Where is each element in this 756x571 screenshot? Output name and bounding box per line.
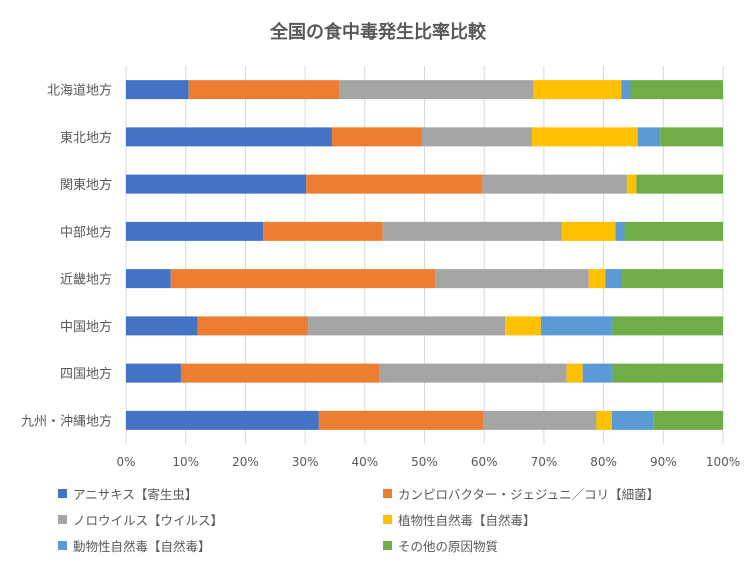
bar-segment (588, 269, 606, 289)
bar-segment (621, 80, 631, 100)
bar-segment (531, 127, 638, 147)
x-tick-label: 10% (172, 455, 199, 469)
x-tick-label: 100% (706, 455, 740, 469)
x-tick-label: 90% (650, 455, 677, 469)
bars (126, 80, 723, 430)
x-tick-label: 40% (351, 455, 378, 469)
legend-item: カンピロバクター・ジェジュニ／コリ【細菌】 (383, 484, 659, 503)
bar-segment (126, 410, 319, 430)
legend-item: その他の原因物質 (383, 536, 498, 555)
bar-segment (308, 316, 506, 336)
bar-segment (561, 221, 616, 241)
bar-segment (622, 269, 723, 289)
bar-segment (170, 269, 436, 289)
category-label: 近畿地方 (60, 272, 112, 288)
bar-segment (435, 269, 589, 289)
bar-segment (605, 269, 623, 289)
bar-segment (126, 316, 198, 336)
bar-segment (630, 80, 723, 100)
bar-segment (197, 316, 309, 336)
bar-segment (637, 127, 661, 147)
x-tick-label: 70% (531, 455, 558, 469)
bar-segment (126, 269, 171, 289)
category-label: 中部地方 (60, 224, 112, 240)
category-label: 九州・沖縄地方 (21, 413, 112, 429)
legend-label: 動物性自然毒【自然毒】 (73, 539, 211, 554)
category-label: 東北地方 (60, 130, 112, 146)
gridlines (125, 66, 724, 444)
category-label: 中国地方 (60, 319, 112, 335)
legend-swatch (58, 489, 67, 498)
legend-swatch (383, 489, 392, 498)
bar-segment (482, 174, 627, 194)
bar-segment (126, 127, 332, 147)
bar-segment (612, 316, 723, 336)
legend-swatch (383, 541, 392, 550)
x-tick-label: 0% (116, 455, 135, 469)
x-tick-label: 80% (590, 455, 617, 469)
bar-segment (582, 363, 613, 383)
bar-segment (611, 410, 654, 430)
x-tick-label: 60% (471, 455, 498, 469)
bar-segment (653, 410, 723, 430)
bar-segment (626, 174, 637, 194)
legend-item: 植物性自然毒【自然毒】 (383, 510, 536, 529)
bar-segment (126, 363, 181, 383)
bar-segment (382, 221, 562, 241)
bar-segment (505, 316, 541, 336)
bar-segment (483, 410, 597, 430)
bar-segment (540, 316, 613, 336)
legend-item: 動物性自然毒【自然毒】 (58, 536, 211, 555)
category-label: 四国地方 (60, 366, 112, 382)
chart-title: 全国の食中毒発生比率比較 (269, 21, 487, 43)
legend-swatch (58, 541, 67, 550)
x-tick-label: 20% (232, 455, 259, 469)
legend-item: アニサキス【寄生虫】 (58, 484, 197, 503)
legend-item: ノロウイルス【ウイルス】 (58, 510, 223, 529)
bar-segment (180, 363, 380, 383)
bar-segment (566, 363, 583, 383)
bar-segment (126, 221, 264, 241)
bar-segment (339, 80, 534, 100)
legend-label: その他の原因物質 (398, 539, 499, 554)
bar-segment (636, 174, 723, 194)
bar-segment (126, 80, 189, 100)
category-label: 関東地方 (60, 177, 112, 193)
bar-segment (379, 363, 567, 383)
bar-segment (421, 127, 532, 147)
legend-label: アニサキス【寄生虫】 (73, 487, 198, 502)
bar-segment (126, 174, 307, 194)
bar-segment (660, 127, 723, 147)
legend-swatch (383, 515, 392, 524)
x-tick-labels: 0% 10% 20% 30% 40% 50% 60% 70% 80% 90% 100% (116, 455, 740, 469)
legend-swatch (58, 515, 67, 524)
legend-label: ノロウイルス【ウイルス】 (73, 513, 224, 528)
bar-segment (331, 127, 422, 147)
bar-segment (263, 221, 383, 241)
bar-segment (615, 221, 625, 241)
category-label: 北海道地方 (47, 83, 112, 99)
bar-segment (533, 80, 622, 100)
legend-label: 植物性自然毒【自然毒】 (398, 513, 536, 528)
x-tick-label: 30% (292, 455, 319, 469)
legend-label: カンピロバクター・ジェジュニ／コリ【細菌】 (398, 487, 660, 502)
bar-segment (318, 410, 484, 430)
bar-segment (188, 80, 340, 100)
x-tick-label: 50% (411, 455, 438, 469)
bar-segment (306, 174, 483, 194)
bar-segment (624, 221, 723, 241)
bar-segment (612, 363, 723, 383)
bar-segment (596, 410, 612, 430)
